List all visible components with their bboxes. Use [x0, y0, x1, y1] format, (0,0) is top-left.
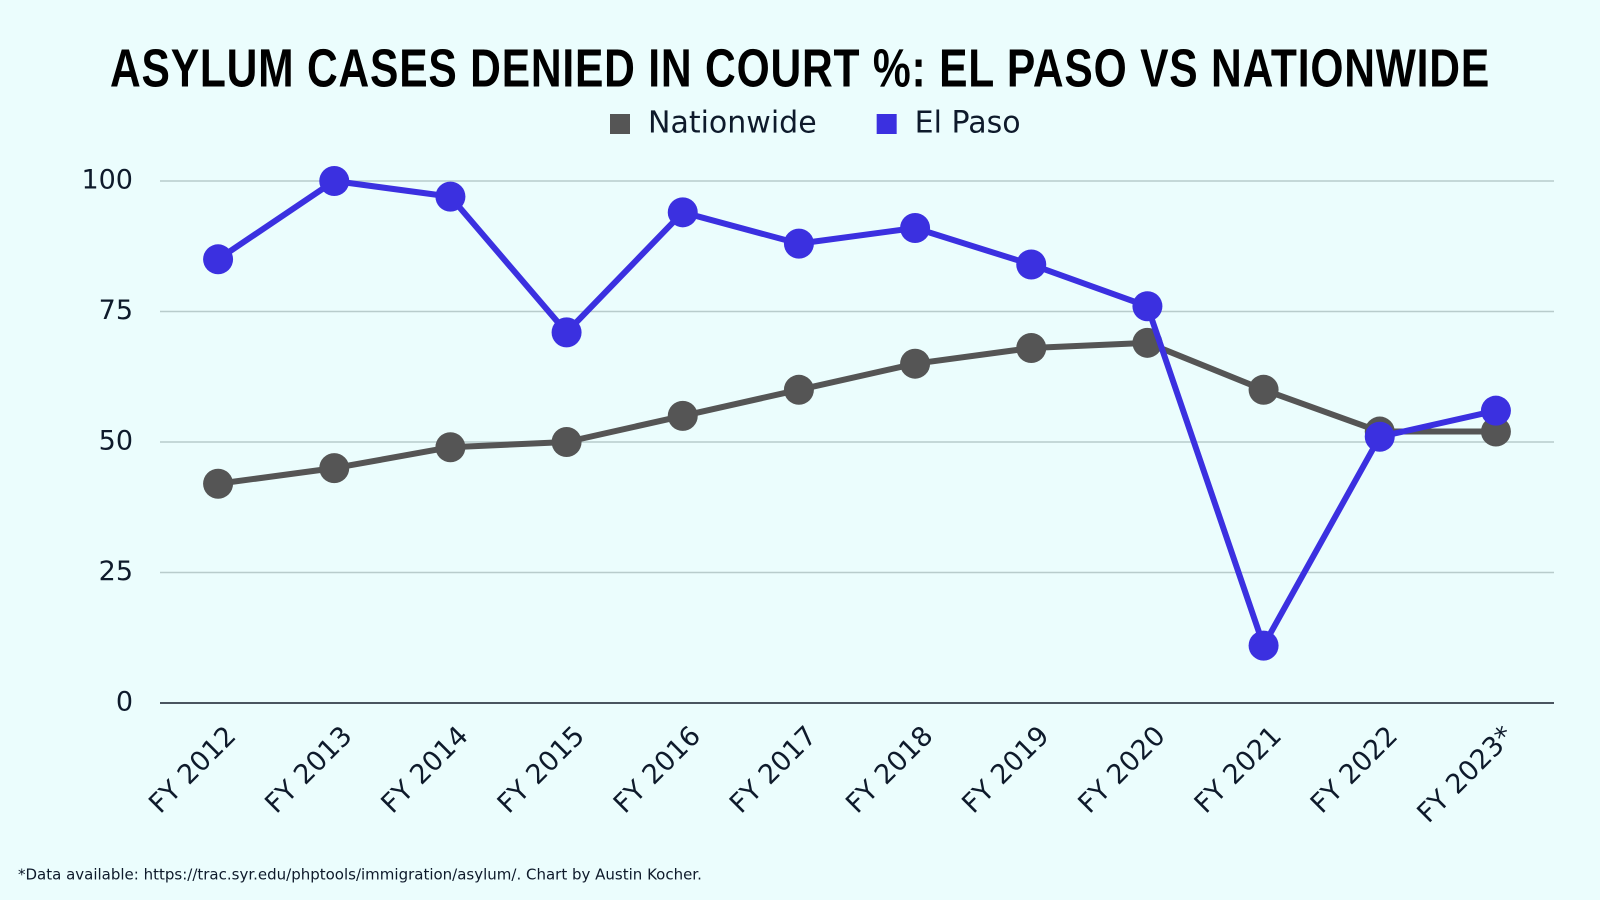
data-point [1248, 374, 1279, 405]
data-point [667, 197, 698, 228]
legend-label: Nationwide [648, 106, 817, 141]
data-point [1016, 333, 1047, 364]
x-tick-label: FY 2012 [143, 720, 242, 819]
x-tick-label: FY 2020 [1072, 720, 1171, 819]
data-point [319, 453, 350, 484]
data-point [1480, 395, 1511, 426]
data-point [203, 468, 234, 499]
x-tick-label: FY 2015 [492, 720, 591, 819]
x-tick-label: FY 2021 [1189, 720, 1288, 819]
data-point [1480, 416, 1511, 447]
y-tick-label: 50 [99, 426, 133, 457]
footnote: *Data available: https://trac.syr.edu/ph… [18, 866, 702, 884]
data-point [667, 400, 698, 431]
x-tick-label: FY 2014 [375, 720, 474, 819]
data-point [551, 427, 582, 457]
data-point [900, 348, 931, 379]
data-point [1132, 291, 1163, 322]
data-point [319, 166, 350, 196]
x-tick-label: FY 2022 [1305, 720, 1404, 819]
series-line [217, 339, 1496, 487]
legend-label: El Paso [915, 106, 1021, 141]
y-tick-label: 25 [99, 556, 133, 587]
data-point [1016, 249, 1047, 280]
y-tick-label: 75 [99, 295, 133, 326]
data-point [900, 212, 931, 243]
data-point [203, 244, 234, 275]
chart-title: ASYLUM CASES DENIED IN COURT %: EL PASO … [110, 38, 1490, 98]
legend: Nationwide El Paso [610, 106, 1021, 141]
x-tick-label: FY 2017 [724, 720, 823, 819]
data-point [435, 181, 466, 212]
y-tick-label: 100 [81, 165, 133, 196]
legend-swatch [610, 114, 630, 134]
x-tick-label: FY 2018 [840, 720, 939, 819]
data-point [783, 228, 814, 259]
x-tick-label: FY 2019 [956, 720, 1055, 819]
x-tick-label: FY 2023* [1411, 720, 1520, 829]
x-tick-label: FY 2016 [608, 720, 707, 819]
series-line [216, 178, 1497, 649]
data-point [1364, 421, 1395, 452]
data-point [435, 432, 466, 463]
data-point [551, 317, 582, 348]
x-tick-label: FY 2013 [259, 720, 358, 819]
y-tick-label: 0 [116, 687, 133, 718]
data-point [1248, 630, 1279, 661]
legend-swatch [876, 114, 897, 134]
data-point [783, 374, 814, 405]
